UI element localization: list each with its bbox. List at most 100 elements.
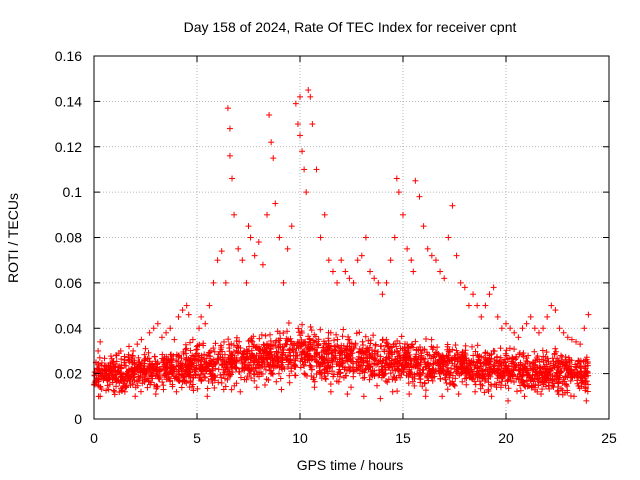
data-point xyxy=(451,356,458,363)
data-point xyxy=(95,347,102,354)
data-point xyxy=(476,367,483,374)
data-point xyxy=(301,370,308,377)
data-point xyxy=(412,338,419,345)
data-point xyxy=(430,354,437,361)
data-point xyxy=(222,279,229,286)
data-point xyxy=(546,365,553,372)
data-point xyxy=(289,346,296,353)
data-point xyxy=(557,369,564,376)
data-point xyxy=(250,333,257,340)
data-point xyxy=(121,357,128,364)
data-point xyxy=(325,350,332,357)
data-point xyxy=(480,373,487,380)
data-point xyxy=(584,368,591,375)
data-point xyxy=(241,348,248,355)
data-point xyxy=(487,381,494,388)
data-point xyxy=(457,279,464,286)
data-point xyxy=(228,360,235,367)
data-point xyxy=(357,356,364,363)
data-point xyxy=(415,360,422,367)
data-point xyxy=(178,365,185,372)
data-point xyxy=(194,353,201,360)
data-point xyxy=(112,376,119,383)
data-point xyxy=(544,313,551,320)
data-point xyxy=(275,358,282,365)
data-point xyxy=(535,382,542,389)
data-point xyxy=(151,353,158,360)
data-point xyxy=(423,363,430,370)
data-point xyxy=(371,371,378,378)
data-point xyxy=(238,355,245,362)
data-point xyxy=(179,378,186,385)
data-point xyxy=(523,320,530,327)
data-point xyxy=(499,375,506,382)
data-point xyxy=(209,379,216,386)
data-point xyxy=(211,373,218,380)
data-point xyxy=(288,223,295,230)
data-point xyxy=(205,361,212,368)
data-point xyxy=(173,388,180,395)
data-point xyxy=(335,344,342,351)
data-point xyxy=(382,359,389,366)
data-point xyxy=(504,369,511,376)
data-point xyxy=(249,338,256,345)
data-point xyxy=(132,384,139,391)
data-point xyxy=(371,275,378,282)
y-tick-label: 0.12 xyxy=(55,139,82,155)
data-point xyxy=(424,245,431,252)
data-point xyxy=(498,374,505,381)
data-point xyxy=(428,374,435,381)
data-point xyxy=(115,364,122,371)
data-point xyxy=(146,375,153,382)
data-point xyxy=(255,239,262,246)
data-point xyxy=(517,366,524,373)
data-point xyxy=(539,347,546,354)
data-point xyxy=(449,202,456,209)
data-point xyxy=(317,234,324,241)
data-point xyxy=(306,346,313,353)
data-point xyxy=(428,252,435,259)
data-point xyxy=(364,357,371,364)
data-point xyxy=(398,333,405,340)
data-point xyxy=(515,376,522,383)
data-point xyxy=(284,328,291,335)
data-point xyxy=(532,368,539,375)
data-point xyxy=(403,360,410,367)
data-point xyxy=(106,364,113,371)
data-point xyxy=(414,370,421,377)
data-point xyxy=(564,387,571,394)
data-point xyxy=(217,371,224,378)
data-point xyxy=(362,234,369,241)
data-point xyxy=(317,371,324,378)
data-point xyxy=(429,346,436,353)
data-point xyxy=(511,378,518,385)
data-point xyxy=(251,252,258,259)
data-point xyxy=(275,370,282,377)
data-point xyxy=(486,370,493,377)
data-point xyxy=(507,369,514,376)
data-point xyxy=(145,349,152,356)
data-point xyxy=(152,391,159,398)
data-point xyxy=(327,363,334,370)
data-point xyxy=(205,377,212,384)
data-point xyxy=(245,356,252,363)
data-point xyxy=(225,355,232,362)
data-point xyxy=(454,370,461,377)
data-point xyxy=(359,375,366,382)
data-point xyxy=(211,384,218,391)
data-point xyxy=(411,371,418,378)
data-point xyxy=(219,354,226,361)
data-point xyxy=(463,381,470,388)
data-point xyxy=(422,393,429,400)
data-point xyxy=(102,367,109,374)
data-point xyxy=(178,372,185,379)
data-point xyxy=(233,364,240,371)
data-point xyxy=(550,384,557,391)
data-point xyxy=(570,393,577,400)
data-point xyxy=(439,366,446,373)
data-point xyxy=(338,257,345,264)
data-point xyxy=(400,354,407,361)
data-point xyxy=(308,364,315,371)
data-point xyxy=(211,348,218,355)
data-point xyxy=(245,338,252,345)
